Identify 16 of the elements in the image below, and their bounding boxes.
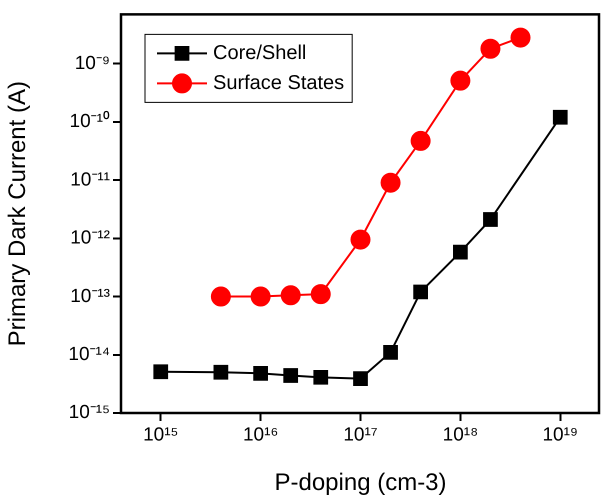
y-tick-label: 10⁻¹³ <box>70 286 110 307</box>
y-tick-label: 10⁻¹⁰ <box>70 110 110 132</box>
legend-label: Surface States <box>213 72 344 94</box>
x-tick-label: 10¹⁶ <box>242 424 278 446</box>
y-tick-label: 10⁻¹⁴ <box>68 344 110 366</box>
x-tick-label: 10¹⁷ <box>343 424 378 446</box>
y-tick-label: 10⁻¹² <box>70 228 110 249</box>
y-tick-label: 10⁻¹⁵ <box>68 402 110 424</box>
x-tick-label: 10¹⁹ <box>542 424 578 446</box>
x-tick-label: 10¹⁵ <box>143 424 178 446</box>
x-axis-title: P-doping (cm-3) <box>274 469 447 496</box>
y-tick-label: 10⁻⁹ <box>74 52 110 74</box>
legend-label: Core/Shell <box>213 42 306 64</box>
y-axis-title: Primary Dark Current (A) <box>4 81 32 346</box>
x-tick-label: 10¹⁸ <box>442 424 478 446</box>
y-tick-label: 10⁻¹¹ <box>70 169 110 190</box>
